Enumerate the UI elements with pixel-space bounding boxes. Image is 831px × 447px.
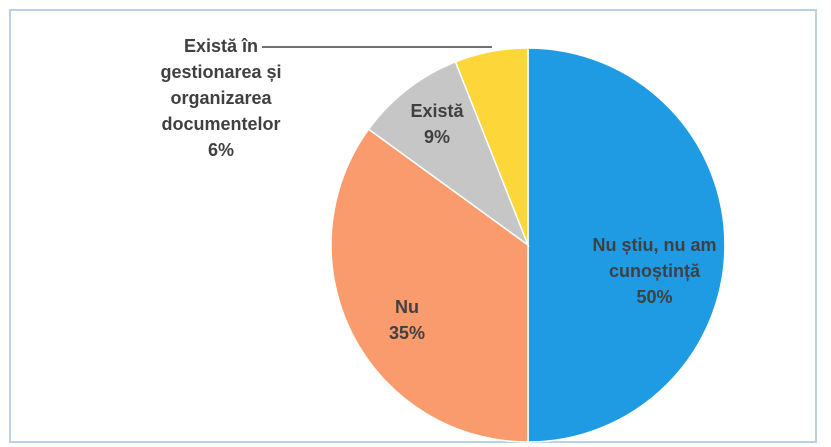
category-name: Nu [395,297,419,317]
slice-label: Există în gestionarea și organizarea doc… [156,33,286,163]
category-name: Există în gestionarea și organizarea doc… [160,36,282,134]
slice [527,47,726,443]
slice-label: Nu știu, nu am cunoștință 50% [592,232,717,310]
value-label: 50% [636,287,673,307]
value-label: 6% [207,140,234,160]
value-label: 9% [423,127,450,147]
slices [330,47,726,443]
slice-label: Nu 35% [362,294,452,346]
category-name: Nu știu, nu am cunoștință [592,235,717,281]
slice [454,47,529,246]
value-label: 35% [388,323,426,343]
category-name: Există [410,101,464,121]
slice [330,128,529,443]
slice [367,60,530,248]
slice-label: Există 9% [392,98,482,150]
